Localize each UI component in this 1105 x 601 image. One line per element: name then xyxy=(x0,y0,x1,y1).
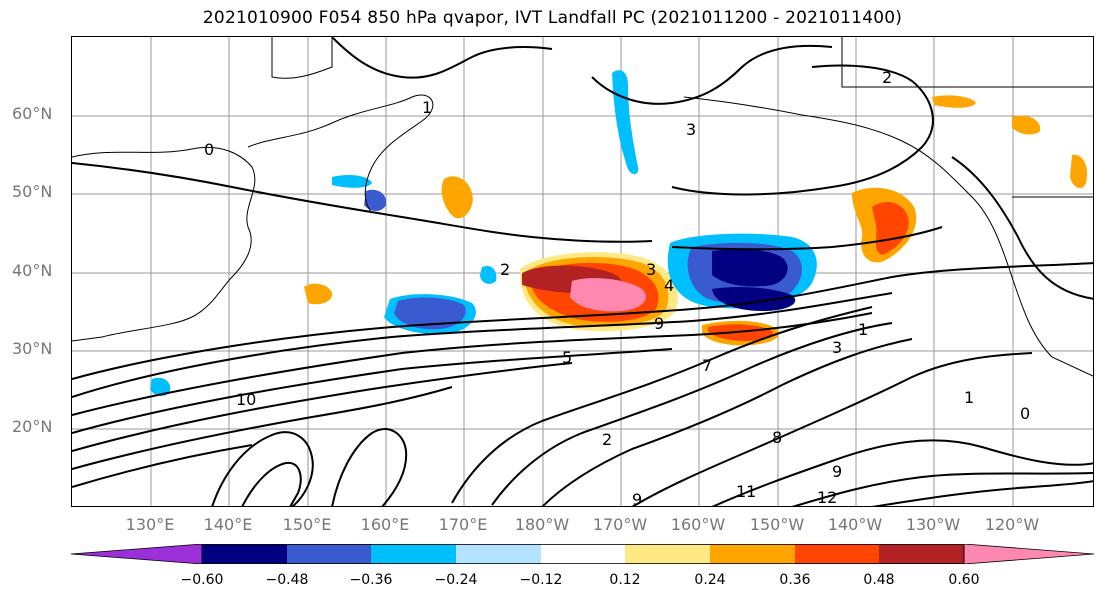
contours xyxy=(72,37,1093,506)
contour-label: 1 xyxy=(858,320,868,339)
colorbar-segment xyxy=(371,544,456,564)
contour-label: 1 xyxy=(964,388,974,407)
lat-label-30n: 30°N xyxy=(12,339,53,358)
map-canvas: 2 3 4 9 5 3 1 2 0 12 9 8 7 10 1 0 2 1 3 … xyxy=(72,37,1093,507)
colorbar-segment xyxy=(287,544,371,564)
lon-label-140w: 140°W xyxy=(827,515,883,534)
lon-label-150w: 150°W xyxy=(749,515,805,534)
lon-label-150e: 150°E xyxy=(282,515,332,534)
contour-label: 10 xyxy=(236,390,256,409)
lon-label-130w: 130°W xyxy=(905,515,961,534)
map-title: 2021010900 F054 850 hPa qvapor, IVT Land… xyxy=(202,8,903,28)
lon-label-130e: 130°E xyxy=(125,515,175,534)
contour-label: 7 xyxy=(702,356,712,375)
contour-label: 8 xyxy=(772,428,782,447)
colorbar-tick: 0.36 xyxy=(779,572,811,588)
colorbar-tick: 0.24 xyxy=(694,572,726,588)
contour-label: 2 xyxy=(500,260,510,279)
colorbar-segment xyxy=(541,544,625,564)
colorbar-segment xyxy=(879,544,964,564)
lon-label-170w: 170°W xyxy=(592,515,648,534)
colorbar-segment xyxy=(625,544,710,564)
colorbar-frame xyxy=(201,544,965,564)
coastlines xyxy=(72,37,1093,377)
colorbar-tick: −0.24 xyxy=(434,572,478,588)
colorbar-tick: −0.12 xyxy=(519,572,563,588)
colorbar-tick: 0.12 xyxy=(609,572,641,588)
lon-label-180w: 180°W xyxy=(514,515,570,534)
colorbar xyxy=(71,544,1094,564)
lat-label-20n: 20°N xyxy=(12,417,53,436)
contour-label: 2 xyxy=(602,430,612,449)
colorbar-segment xyxy=(202,544,287,564)
contour-label: 0 xyxy=(204,140,214,159)
contour-label: 3 xyxy=(832,338,842,357)
colorbar-segment xyxy=(795,544,879,564)
contour-label: 5 xyxy=(562,348,572,367)
contour-label: 1 xyxy=(422,98,432,117)
lon-label-170e: 170°E xyxy=(438,515,488,534)
contour-label: 0 xyxy=(1020,404,1030,423)
map-panel: 2 3 4 9 5 3 1 2 0 12 9 8 7 10 1 0 2 1 3 … xyxy=(71,36,1094,507)
lon-label-140e: 140°E xyxy=(203,515,253,534)
contour-label: 9 xyxy=(832,462,842,481)
contour-label: 3 xyxy=(646,260,656,279)
contour-label: 9 xyxy=(654,314,664,333)
contour-label: 3 xyxy=(686,120,696,139)
colorbar-segment xyxy=(71,544,203,564)
colorbar-segment xyxy=(963,544,1094,564)
colorbar-tick: 0.48 xyxy=(863,572,895,588)
lat-label-60n: 60°N xyxy=(12,104,53,123)
lon-label-120w: 120°W xyxy=(984,515,1040,534)
lon-label-160e: 160°E xyxy=(360,515,410,534)
lat-label-40n: 40°N xyxy=(12,261,53,280)
colorbar-tick: 0.60 xyxy=(948,572,980,588)
colorbar-segment xyxy=(456,544,541,564)
colorbar-tick: −0.48 xyxy=(265,572,309,588)
lat-label-50n: 50°N xyxy=(12,182,53,201)
contour-label: 11 xyxy=(736,482,756,501)
colorbar-tick: −0.60 xyxy=(180,572,224,588)
lon-label-160w: 160°W xyxy=(670,515,726,534)
colorbar-tick: −0.36 xyxy=(349,572,393,588)
colorbar-segment xyxy=(710,544,795,564)
contour-label: 4 xyxy=(664,276,674,295)
contour-label: 9 xyxy=(632,490,642,507)
shading xyxy=(150,70,1088,397)
contour-label: 12 xyxy=(817,488,837,507)
contour-labels: 2 3 4 9 5 3 1 2 0 12 9 8 7 10 1 0 2 1 3 … xyxy=(204,68,1030,507)
contour-label: 2 xyxy=(882,68,892,87)
